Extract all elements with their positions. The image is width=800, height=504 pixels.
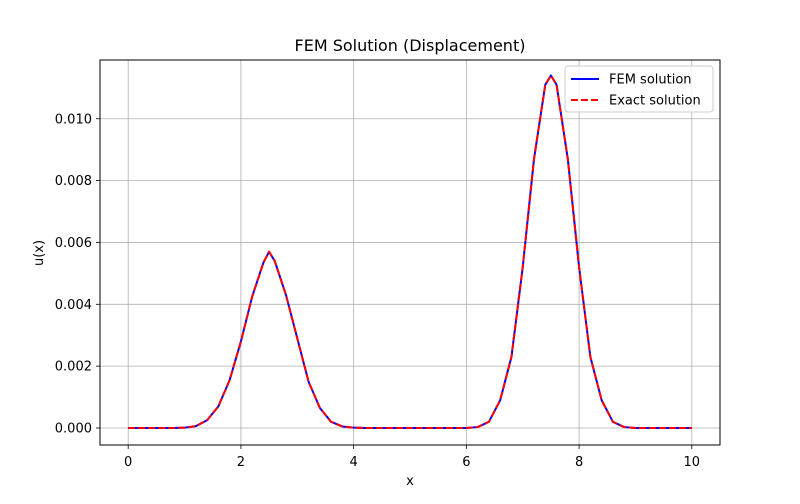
series-line-exact-solution [128,74,692,429]
y-tick-label: 0.002 [55,360,92,375]
x-tick-label: 10 [684,455,701,470]
x-axis-label: x [406,474,414,489]
y-tick-label: 0.004 [55,298,92,313]
x-tick-label: 0 [124,455,132,470]
x-tick-label: 6 [462,455,470,470]
y-tick-label: 0.000 [55,421,92,436]
y-tick-label: 0.008 [55,174,92,189]
legend-box [564,65,714,113]
axis-ticks: 0 2 4 6 8 10 0.000 0.002 0.004 0.006 0.008 0.010 [55,112,700,470]
series-lines [128,74,692,429]
grid-lines [100,60,720,445]
y-axis-label: u(x) [32,240,47,266]
x-tick-label: 4 [349,455,357,470]
plot-frame [99,59,721,446]
y-tick-label: 0.010 [55,112,92,127]
legend: FEM solution Exact solution [564,65,714,113]
legend-label: Exact solution [609,94,701,109]
legend-label: FEM solution [609,73,692,88]
x-tick-label: 2 [237,455,245,470]
x-tick-label: 8 [575,455,583,470]
chart-title: FEM Solution (Displacement) [295,36,526,55]
y-tick-label: 0.006 [55,236,92,251]
